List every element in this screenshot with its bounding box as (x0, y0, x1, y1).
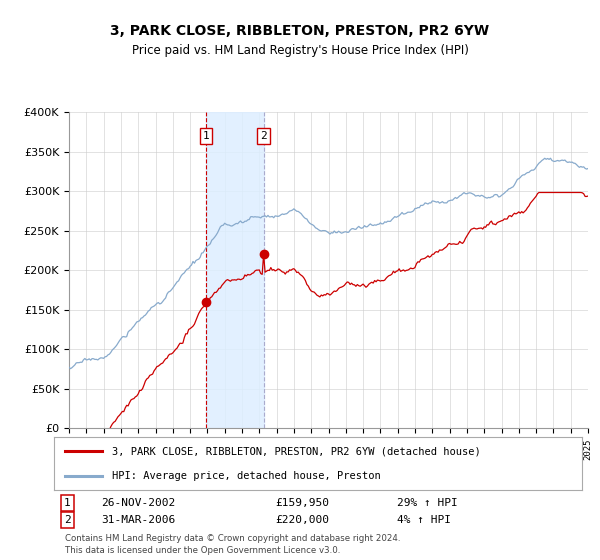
Text: 31-MAR-2006: 31-MAR-2006 (101, 515, 176, 525)
Text: Price paid vs. HM Land Registry's House Price Index (HPI): Price paid vs. HM Land Registry's House … (131, 44, 469, 57)
Text: 3, PARK CLOSE, RIBBLETON, PRESTON, PR2 6YW: 3, PARK CLOSE, RIBBLETON, PRESTON, PR2 6… (110, 24, 490, 38)
Text: 1: 1 (64, 498, 71, 508)
Text: Contains HM Land Registry data © Crown copyright and database right 2024.: Contains HM Land Registry data © Crown c… (65, 534, 400, 543)
Text: 26-NOV-2002: 26-NOV-2002 (101, 498, 176, 508)
Text: 29% ↑ HPI: 29% ↑ HPI (397, 498, 458, 508)
Text: 2: 2 (260, 130, 267, 141)
Text: This data is licensed under the Open Government Licence v3.0.: This data is licensed under the Open Gov… (65, 546, 340, 555)
Text: 3, PARK CLOSE, RIBBLETON, PRESTON, PR2 6YW (detached house): 3, PARK CLOSE, RIBBLETON, PRESTON, PR2 6… (112, 446, 481, 456)
Text: 4% ↑ HPI: 4% ↑ HPI (397, 515, 451, 525)
Text: £220,000: £220,000 (276, 515, 330, 525)
Text: 2: 2 (64, 515, 71, 525)
Bar (206, 112, 263, 428)
Text: 1: 1 (202, 130, 209, 141)
Text: HPI: Average price, detached house, Preston: HPI: Average price, detached house, Pres… (112, 470, 381, 480)
Text: £159,950: £159,950 (276, 498, 330, 508)
